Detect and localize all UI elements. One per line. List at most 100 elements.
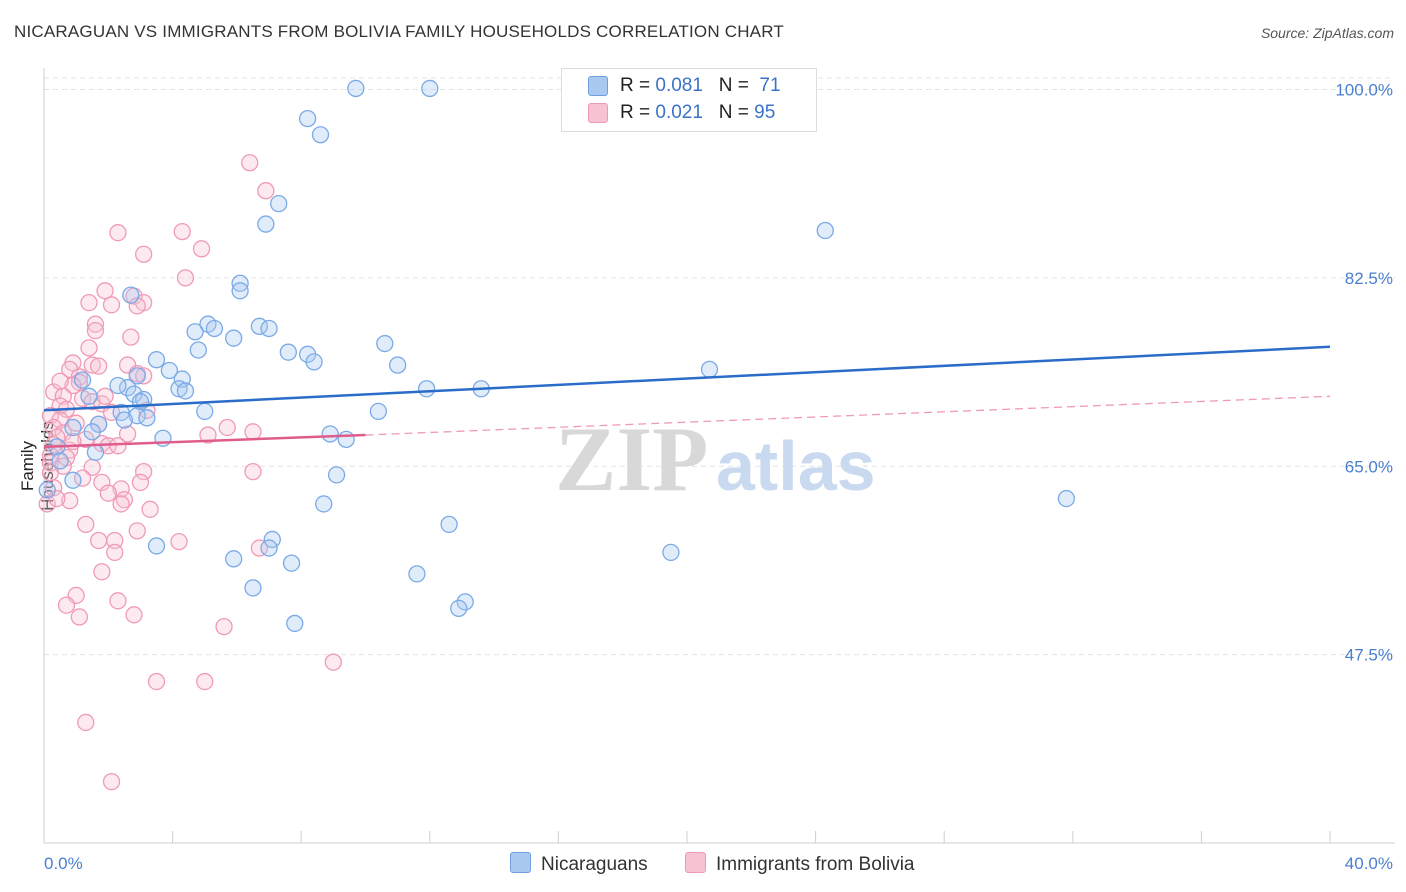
- point-bolivia: [135, 462, 153, 481]
- point-nicaraguans: [270, 194, 288, 213]
- point-nicaraguans: [376, 334, 394, 353]
- point-bolivia: [192, 240, 211, 258]
- legend-swatch-pink: [588, 103, 608, 123]
- point-nicaraguans: [225, 329, 243, 347]
- point-nicaraguans: [122, 286, 140, 304]
- point-nicaraguans: [816, 221, 834, 240]
- point-nicaraguans: [347, 79, 365, 98]
- point-nicaraguans: [86, 443, 105, 461]
- series-nicaraguans-points: [38, 79, 1076, 633]
- point-bolivia: [128, 522, 146, 540]
- point-nicaraguans: [109, 376, 127, 395]
- point-bolivia: [257, 182, 275, 200]
- point-bolivia: [83, 356, 101, 374]
- point-bolivia: [48, 489, 66, 508]
- point-bolivia: [135, 367, 153, 385]
- point-bolivia: [70, 368, 89, 386]
- point-bolivia: [86, 315, 105, 333]
- point-bolivia: [173, 222, 191, 241]
- point-nicaraguans: [408, 565, 426, 583]
- point-bolivia: [109, 437, 127, 455]
- legend-r-value: 0.081: [655, 75, 703, 96]
- point-bolivia: [38, 495, 56, 513]
- point-bolivia: [199, 426, 217, 444]
- point-nicaraguans: [147, 351, 166, 369]
- legend-swatch-blue: [588, 76, 608, 96]
- axes: [43, 68, 1395, 844]
- x-tick-label-min: 0.0%: [44, 854, 83, 873]
- point-nicaraguans: [298, 109, 317, 128]
- watermark: ZIP atlas: [555, 408, 876, 510]
- point-bolivia: [93, 473, 111, 492]
- point-nicaraguans: [147, 537, 166, 555]
- point-bolivia: [44, 479, 63, 497]
- y-tick-label: 65.0%: [1345, 457, 1393, 476]
- point-nicaraguans: [260, 539, 278, 557]
- point-nicaraguans: [83, 423, 101, 441]
- point-nicaraguans: [51, 452, 69, 470]
- point-bolivia: [128, 297, 146, 315]
- point-bolivia: [73, 389, 92, 408]
- trend-lines: [43, 345, 1331, 449]
- point-nicaraguans: [160, 361, 179, 380]
- point-bolivia: [244, 462, 262, 481]
- bottom-legend-label-nicaraguans: Nicaraguans: [541, 854, 648, 875]
- point-bolivia: [147, 672, 166, 691]
- point-bolivia: [250, 539, 269, 557]
- point-bolivia: [176, 269, 195, 287]
- legend-n-value: 95: [754, 102, 776, 123]
- point-bolivia: [122, 328, 140, 346]
- bottom-legend-label-bolivia: Immigrants from Bolivia: [716, 854, 915, 875]
- point-nicaraguans: [176, 382, 195, 400]
- point-bolivia: [109, 224, 127, 242]
- point-bolivia: [218, 418, 236, 437]
- y-tick-label: 47.5%: [1345, 646, 1393, 665]
- point-nicaraguans: [279, 343, 297, 361]
- point-bolivia: [118, 425, 137, 443]
- y-tick-label: 100.0%: [1335, 81, 1393, 100]
- point-nicaraguans: [196, 402, 214, 421]
- point-nicaraguans: [315, 495, 333, 513]
- point-nicaraguans: [80, 387, 98, 405]
- point-bolivia: [80, 339, 98, 357]
- legend-n-value: 71: [754, 75, 781, 96]
- point-nicaraguans: [700, 360, 719, 379]
- trend-line-nicaraguans: [43, 345, 1331, 412]
- legend-r-label: R =: [620, 75, 656, 96]
- point-nicaraguans: [131, 393, 150, 411]
- point-nicaraguans: [327, 466, 346, 484]
- point-bolivia: [77, 713, 95, 732]
- point-bolivia: [86, 321, 105, 340]
- point-bolivia: [125, 606, 143, 624]
- point-nicaraguans: [64, 471, 82, 489]
- point-bolivia: [51, 372, 69, 390]
- chart-title: NICARAGUAN VS IMMIGRANTS FROM BOLIVIA FA…: [14, 22, 784, 41]
- point-bolivia: [102, 403, 121, 422]
- point-bolivia: [70, 608, 89, 626]
- legend-n-label: N =: [718, 102, 755, 123]
- tick-labels: 47.5% 65.0% 82.5% 100.0% 0.0% 40.0%: [44, 81, 1393, 873]
- point-bolivia: [44, 383, 63, 401]
- point-nicaraguans: [225, 550, 243, 568]
- point-nicaraguans: [662, 543, 680, 562]
- point-bolivia: [215, 617, 233, 636]
- point-bolivia: [90, 531, 108, 550]
- point-bolivia: [141, 500, 159, 518]
- point-bolivia: [324, 653, 343, 671]
- point-bolivia: [96, 282, 114, 300]
- point-nicaraguans: [337, 430, 355, 449]
- bottom-legend-swatch-blue: [510, 852, 531, 873]
- x-tick-label-max: 40.0%: [1345, 854, 1393, 873]
- point-bolivia: [57, 596, 76, 614]
- point-nicaraguans: [189, 341, 207, 359]
- point-bolivia: [93, 563, 111, 581]
- bottom-legend-nicaraguans: Nicaraguans: [510, 852, 648, 876]
- point-nicaraguans: [73, 371, 92, 389]
- point-nicaraguans: [64, 418, 82, 437]
- bottom-legend-swatch-pink: [685, 852, 706, 873]
- point-bolivia: [44, 418, 63, 437]
- point-nicaraguans: [421, 79, 439, 98]
- point-bolivia: [102, 296, 121, 314]
- point-nicaraguans: [231, 282, 249, 300]
- source-label: Source: ZipAtlas.com: [1260, 25, 1394, 41]
